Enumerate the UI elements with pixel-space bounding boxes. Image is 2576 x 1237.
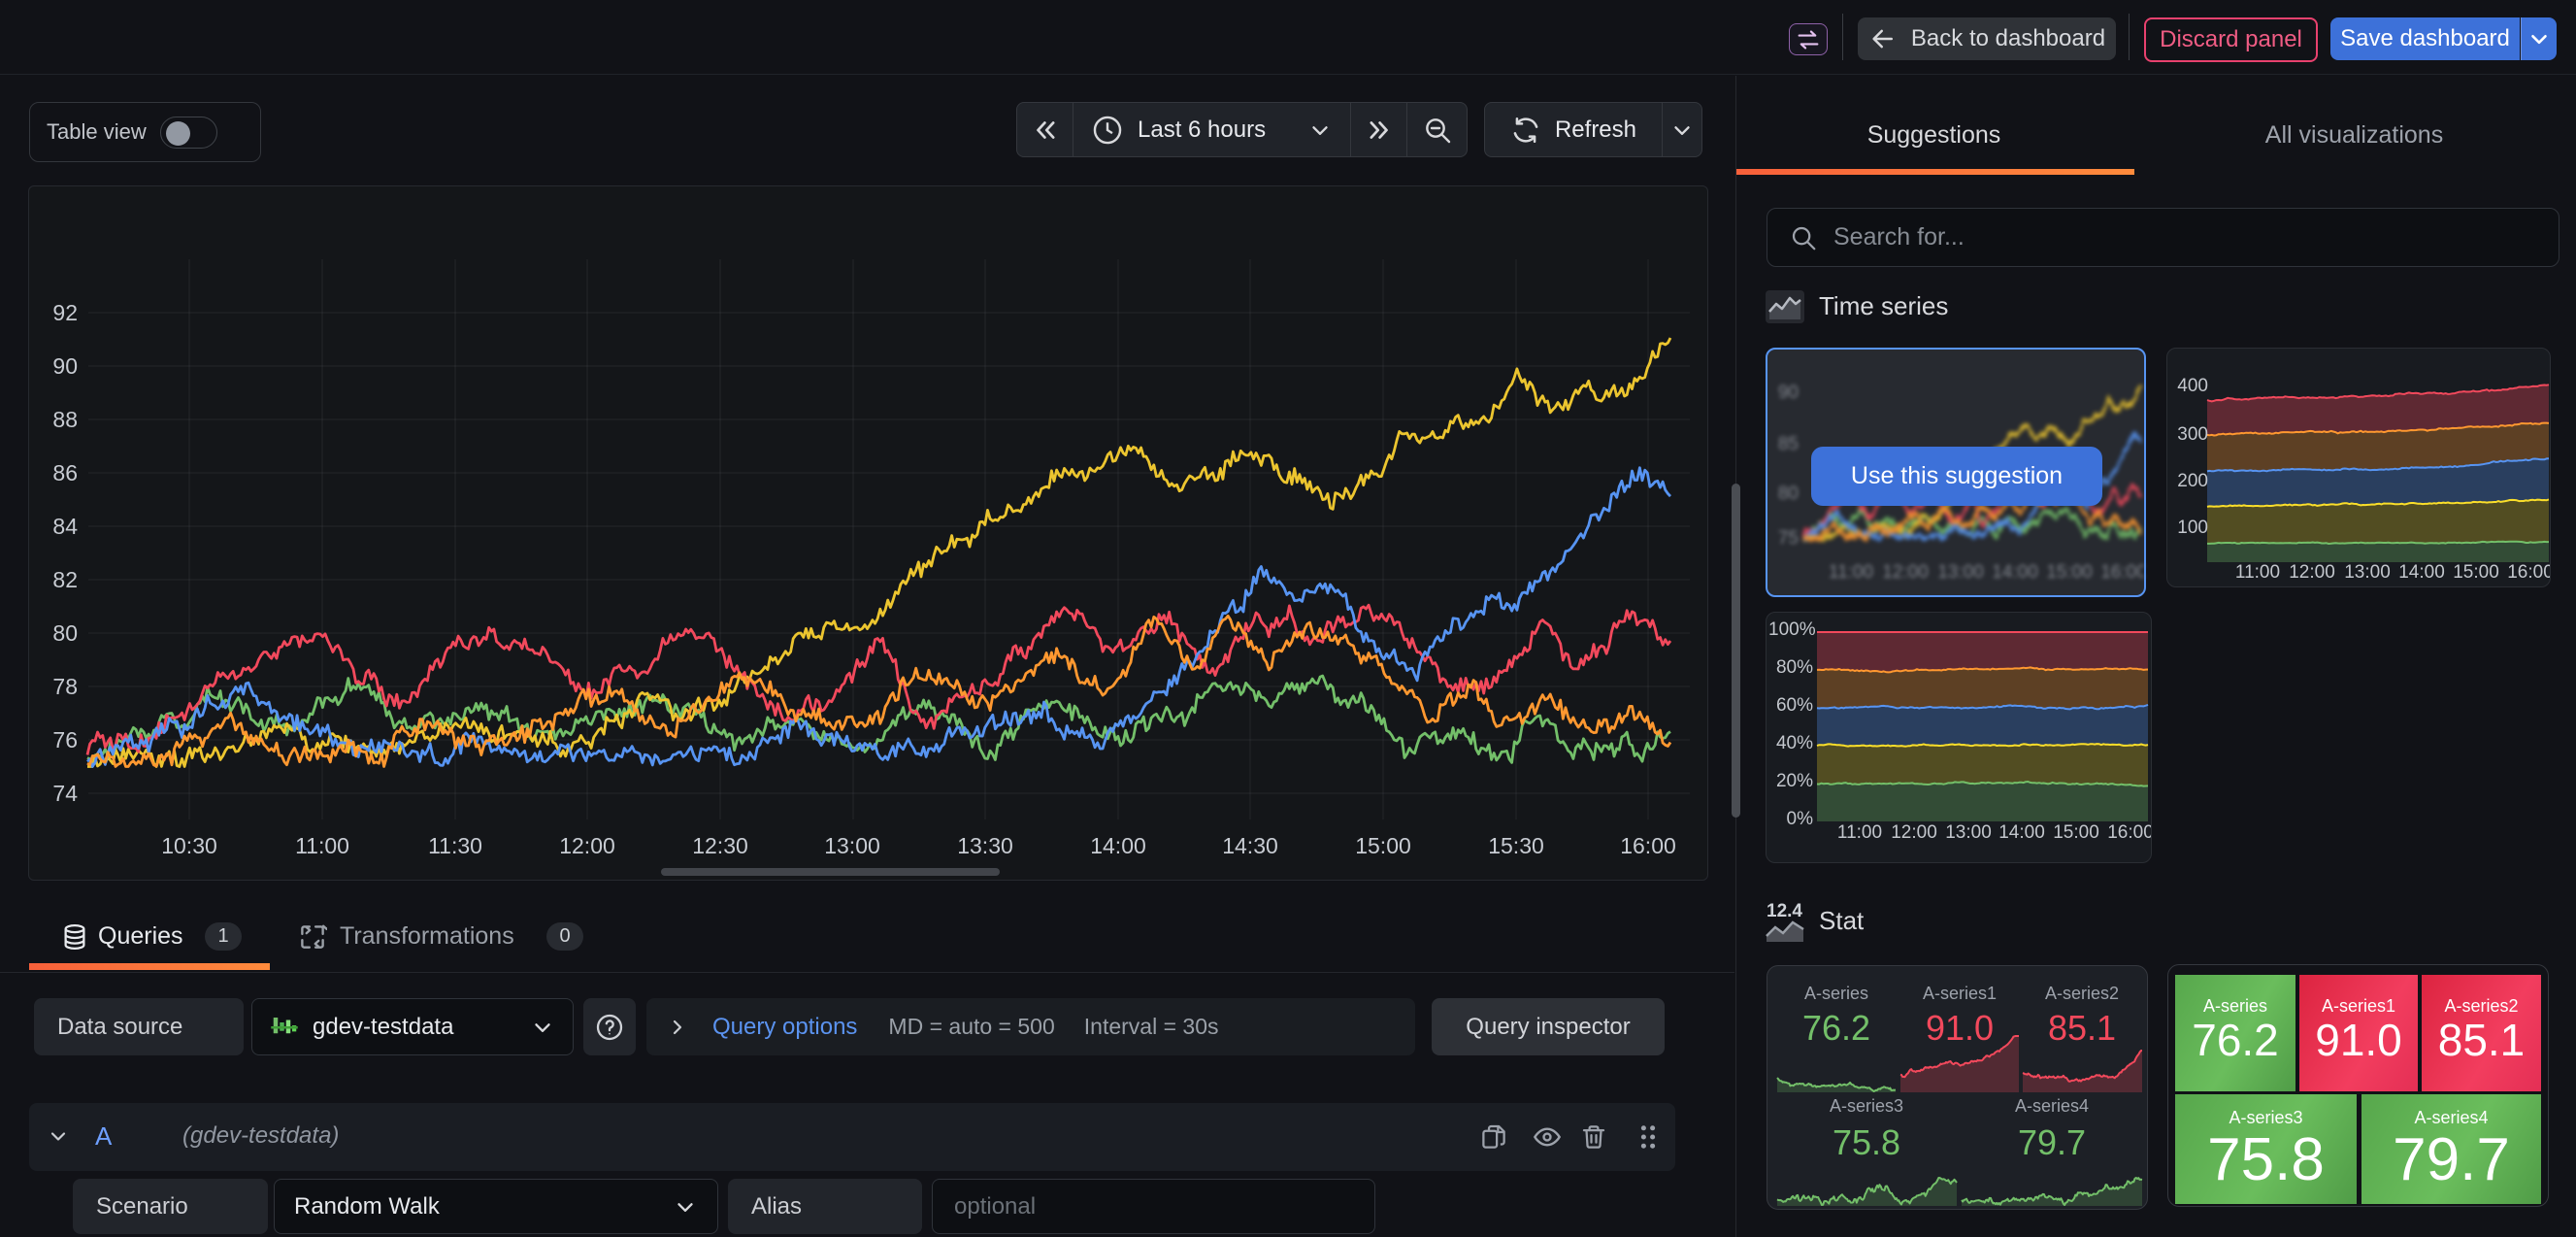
svg-text:12.4: 12.4	[1767, 901, 1802, 921]
